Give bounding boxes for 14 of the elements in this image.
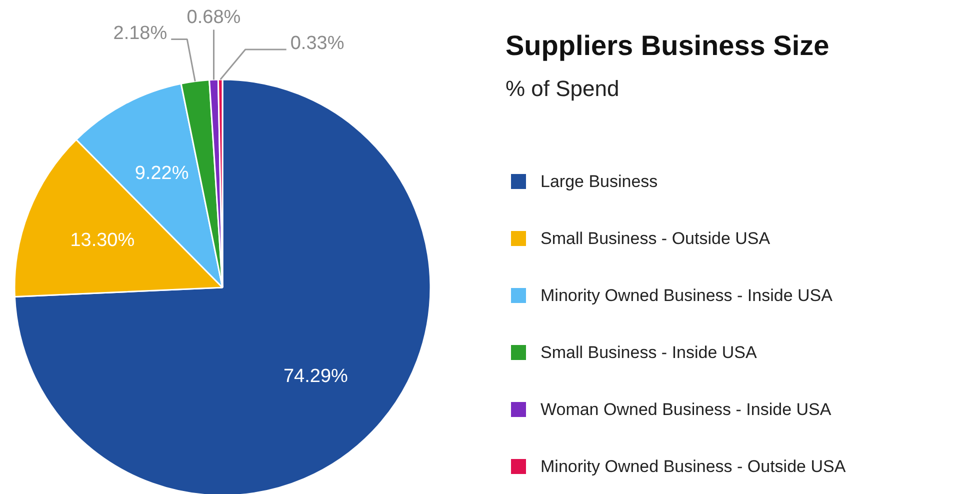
data-label: 0.68% [186,7,241,28]
data-label: 13.30% [70,230,135,251]
text: Suppliers Business Size [506,30,830,61]
legend-label: Minority Owned Business - Outside USA [540,457,846,476]
legend-label: Small Business - Outside USA [540,229,771,248]
data-label: 0.33% [290,33,344,54]
legend-label: Large Business [540,172,658,191]
data-label: 74.29% [283,366,348,388]
legend-label: Minority Owned Business - Inside USA [540,286,834,305]
data-label: 2.18% [113,22,168,44]
legend-label: Woman Owned Business - Inside USA [540,400,832,419]
data-label: 9.22% [134,163,189,184]
legend-label: Small Business - Inside USA [540,343,758,362]
text: % of Spend [506,76,620,101]
